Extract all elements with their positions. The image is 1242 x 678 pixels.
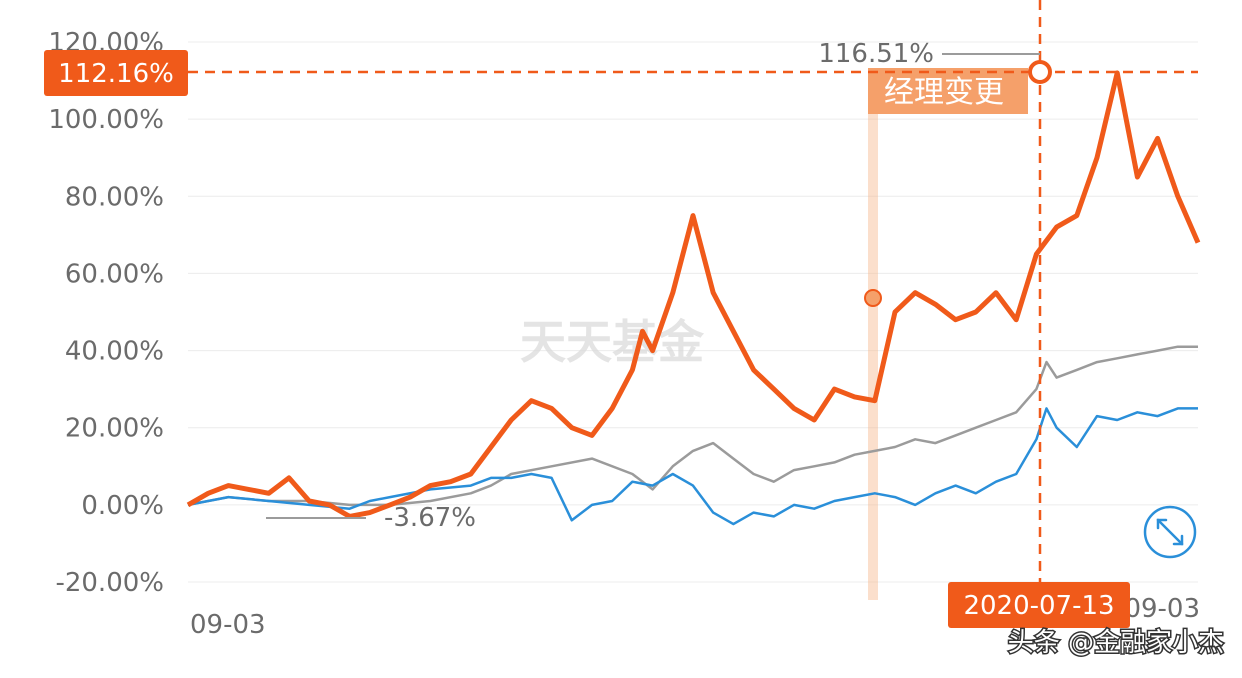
expand-icon <box>1156 518 1184 546</box>
min-value-label: -3.67% <box>384 503 476 533</box>
event-marker-band <box>868 68 878 600</box>
watermark: 天天基金 <box>520 315 705 369</box>
crosshair-date-badge <box>948 582 1130 628</box>
y-tick-label: 100.00% <box>48 105 164 135</box>
crosshair-value-badge <box>44 50 188 96</box>
crosshair-date-label: 2020-07-13 <box>963 591 1114 621</box>
series-line-0 <box>186 70 1201 519</box>
max-value-label: 116.51% <box>818 39 934 69</box>
event-label-box <box>868 68 1028 114</box>
series-line-1 <box>187 345 1198 507</box>
event-point <box>864 289 882 307</box>
x-axis-start-label: 09-03 <box>190 610 266 640</box>
event-label: 经理变更 <box>884 75 1004 110</box>
expand-button[interactable] <box>1143 505 1197 559</box>
crosshair-point <box>1028 60 1052 84</box>
grid-lines <box>188 41 1198 583</box>
x-axis-end-label: 09-03 <box>1124 594 1200 624</box>
y-axis-ticks: 120.00%100.00%80.00%60.00%40.00%20.00%0.… <box>48 28 164 598</box>
y-tick-label: 20.00% <box>65 414 164 444</box>
y-tick-label: 0.00% <box>81 491 164 521</box>
y-tick-label: 40.00% <box>65 337 164 367</box>
y-tick-label: 60.00% <box>65 259 164 289</box>
crosshair-value-label: 112.16% <box>58 59 174 89</box>
y-tick-label: 80.00% <box>65 182 164 212</box>
series-lines <box>186 70 1201 526</box>
y-tick-label: -20.00% <box>55 568 164 598</box>
series-line-2 <box>187 407 1198 526</box>
source-credit: 头条 @金融家小杰 <box>1008 628 1224 658</box>
